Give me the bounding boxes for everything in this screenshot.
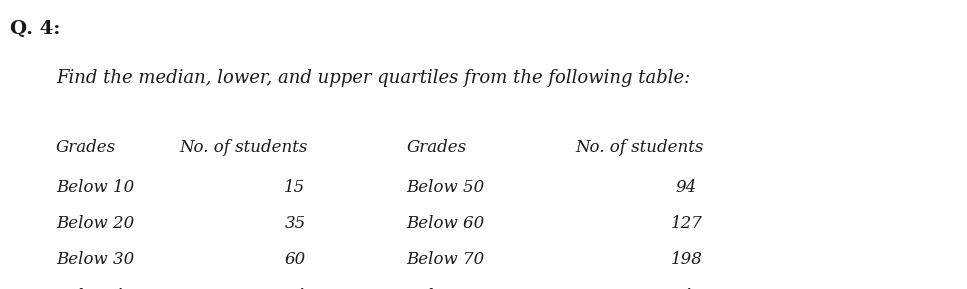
Text: 15: 15	[284, 179, 306, 196]
Text: Below 40: Below 40	[56, 288, 134, 289]
Text: Below 50: Below 50	[406, 179, 484, 196]
Text: 94: 94	[676, 179, 697, 196]
Text: Find the median, lower, and upper quartiles from the following table:: Find the median, lower, and upper quarti…	[56, 69, 690, 87]
Text: 84: 84	[284, 288, 306, 289]
Text: Grades: Grades	[56, 139, 116, 156]
Text: 127: 127	[671, 215, 702, 232]
Text: Below 30: Below 30	[56, 251, 134, 268]
Text: 60: 60	[284, 251, 306, 268]
Text: Below 80: Below 80	[406, 288, 484, 289]
Text: 249: 249	[671, 288, 702, 289]
Text: No. of students: No. of students	[179, 139, 308, 156]
Text: Below 70: Below 70	[406, 251, 484, 268]
Text: 198: 198	[671, 251, 702, 268]
Text: No. of students: No. of students	[575, 139, 704, 156]
Text: 35: 35	[284, 215, 306, 232]
Text: Grades: Grades	[406, 139, 466, 156]
Text: Q. 4:: Q. 4:	[10, 20, 60, 38]
Text: Below 10: Below 10	[56, 179, 134, 196]
Text: Below 20: Below 20	[56, 215, 134, 232]
Text: Below 60: Below 60	[406, 215, 484, 232]
